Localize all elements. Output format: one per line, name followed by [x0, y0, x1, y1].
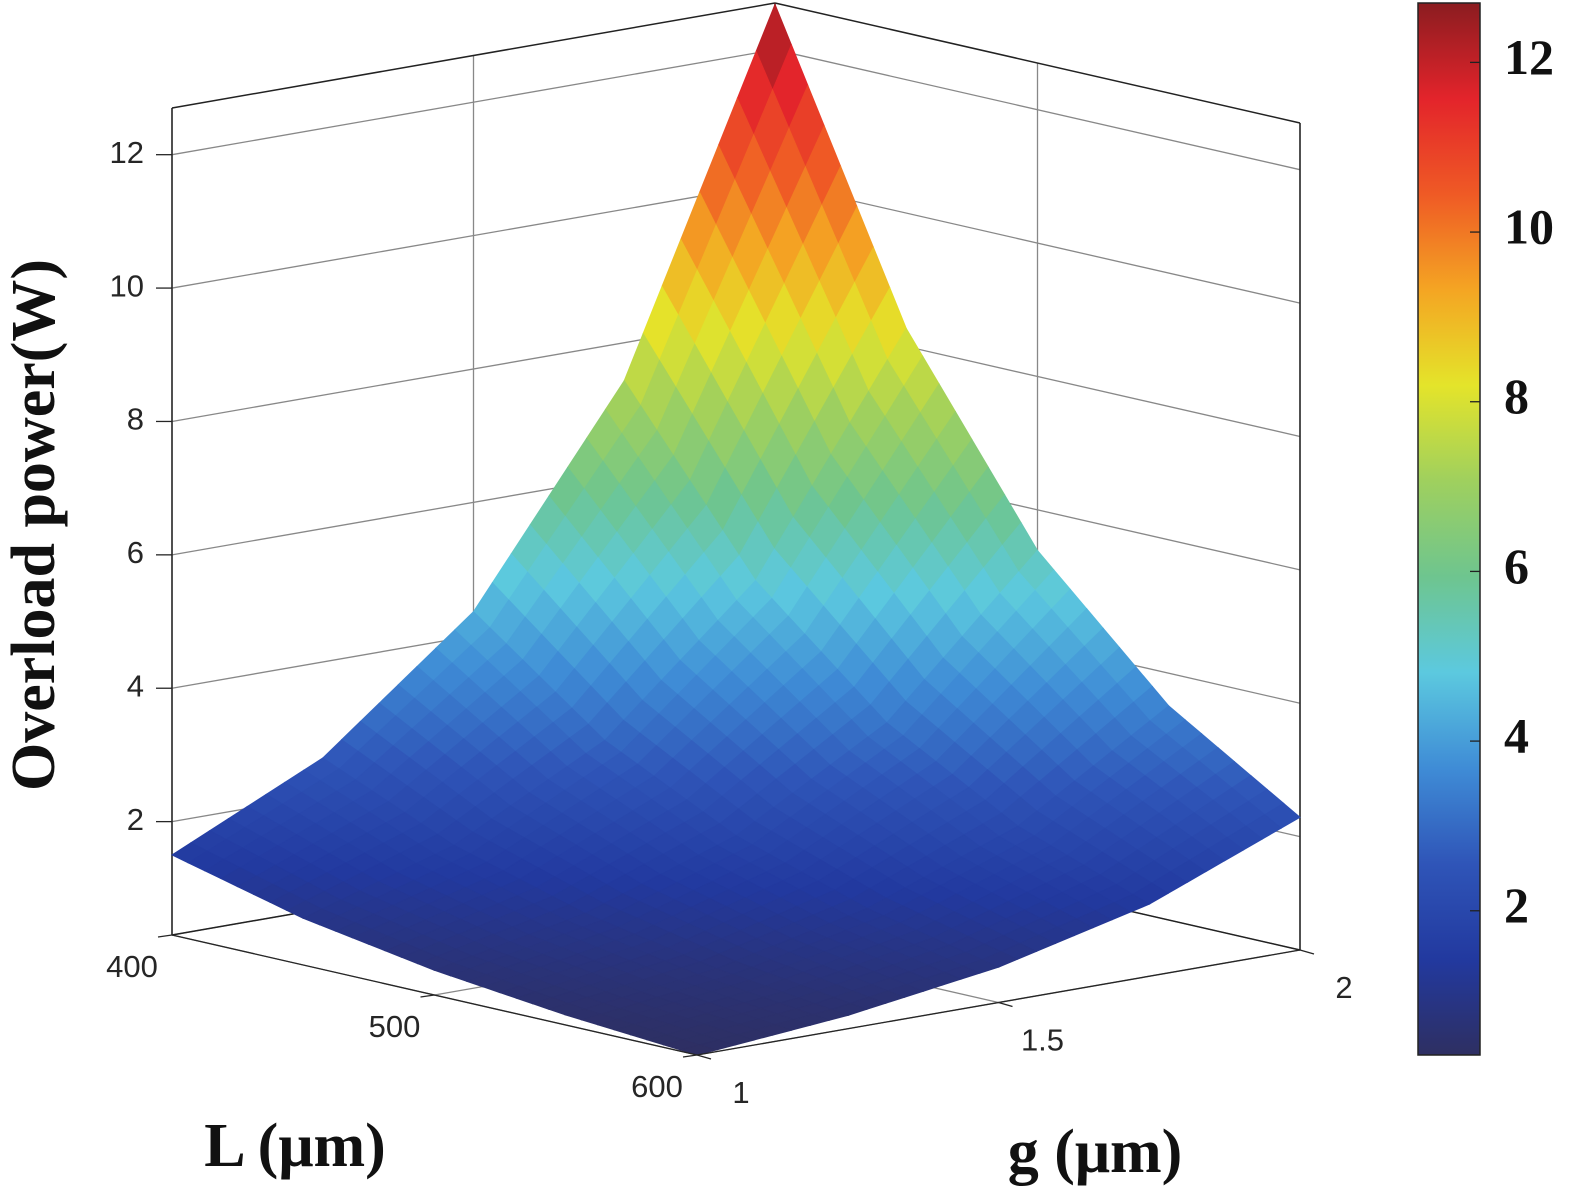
z-tick-label: 12 — [110, 135, 144, 170]
colorbar-tick-label: 8 — [1504, 368, 1529, 424]
y-tick — [1299, 949, 1315, 955]
x-tick-label: 400 — [106, 949, 158, 984]
box-edge — [774, 2, 1301, 124]
z-tick-label: 10 — [110, 268, 144, 303]
colorbar — [1417, 2, 1481, 1056]
z-tick-label: 2 — [127, 802, 144, 837]
y-tick-label: 1 — [732, 1075, 749, 1110]
x-axis-label: L (μm) — [204, 1112, 386, 1180]
colorbar-tick-label: 6 — [1504, 538, 1529, 594]
box-edge — [171, 2, 776, 109]
y-tick — [998, 1001, 1013, 1008]
x-tick-label: 500 — [369, 1009, 421, 1044]
z-axis-label: Overload power(W) — [0, 259, 68, 791]
colorbar-tick-label: 2 — [1504, 877, 1529, 933]
z-tick-label: 8 — [127, 402, 144, 437]
colorbar-tick-label: 12 — [1504, 29, 1554, 85]
y-axis-label: g (μm) — [1008, 1118, 1183, 1186]
y-tick-label: 2 — [1335, 970, 1352, 1005]
colorbar-tick-label: 4 — [1504, 708, 1529, 764]
z-tick-label: 6 — [127, 535, 144, 570]
x-tick — [420, 994, 435, 998]
x-tick — [157, 934, 173, 938]
x-tick-label: 600 — [631, 1069, 683, 1104]
y-tick-label: 1.5 — [1021, 1023, 1064, 1058]
colorbar-tick-label: 10 — [1504, 199, 1554, 255]
y-tick — [696, 1054, 712, 1060]
z-tick-label: 4 — [127, 668, 144, 703]
x-tick — [682, 1054, 698, 1058]
